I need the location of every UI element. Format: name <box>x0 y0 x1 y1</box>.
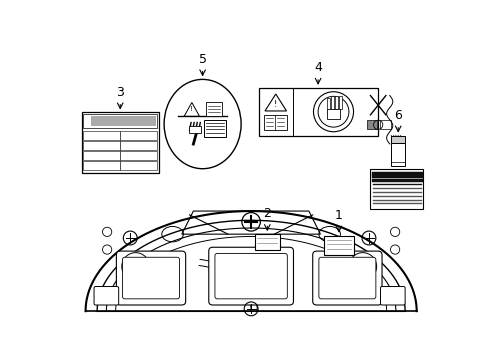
Bar <box>259 88 378 136</box>
FancyBboxPatch shape <box>94 287 119 305</box>
Text: 6: 6 <box>394 109 402 122</box>
Text: 3: 3 <box>116 86 124 99</box>
Bar <box>204 120 226 137</box>
Text: 1: 1 <box>335 209 343 222</box>
Bar <box>381 120 392 130</box>
Bar <box>370 169 423 209</box>
FancyBboxPatch shape <box>319 257 376 299</box>
Bar <box>206 103 222 116</box>
Text: 2: 2 <box>263 207 271 220</box>
Bar <box>367 120 377 130</box>
Bar <box>83 131 120 140</box>
FancyBboxPatch shape <box>122 257 179 299</box>
Text: !: ! <box>274 100 277 109</box>
Bar <box>327 98 330 109</box>
Text: 5: 5 <box>198 53 207 66</box>
Bar <box>83 151 120 160</box>
Text: 4: 4 <box>314 61 322 74</box>
Bar <box>120 141 157 150</box>
Bar <box>120 151 157 160</box>
Bar <box>264 115 287 130</box>
FancyBboxPatch shape <box>209 247 294 305</box>
FancyBboxPatch shape <box>215 253 287 299</box>
Ellipse shape <box>164 80 241 169</box>
Bar <box>82 112 159 172</box>
Bar <box>120 131 157 140</box>
FancyBboxPatch shape <box>117 251 186 305</box>
Bar <box>392 143 405 166</box>
FancyBboxPatch shape <box>313 251 382 305</box>
Bar <box>83 141 120 150</box>
Bar <box>331 96 334 109</box>
Bar <box>83 114 157 128</box>
Bar <box>255 234 280 249</box>
Bar <box>335 96 338 109</box>
Bar <box>327 109 340 120</box>
Text: !: ! <box>191 105 193 112</box>
Bar <box>83 161 120 170</box>
Bar <box>324 236 354 255</box>
FancyBboxPatch shape <box>381 287 405 305</box>
Bar <box>120 161 157 170</box>
Bar <box>189 126 201 132</box>
Bar <box>392 136 405 143</box>
Bar <box>91 116 156 126</box>
Bar <box>339 96 342 109</box>
